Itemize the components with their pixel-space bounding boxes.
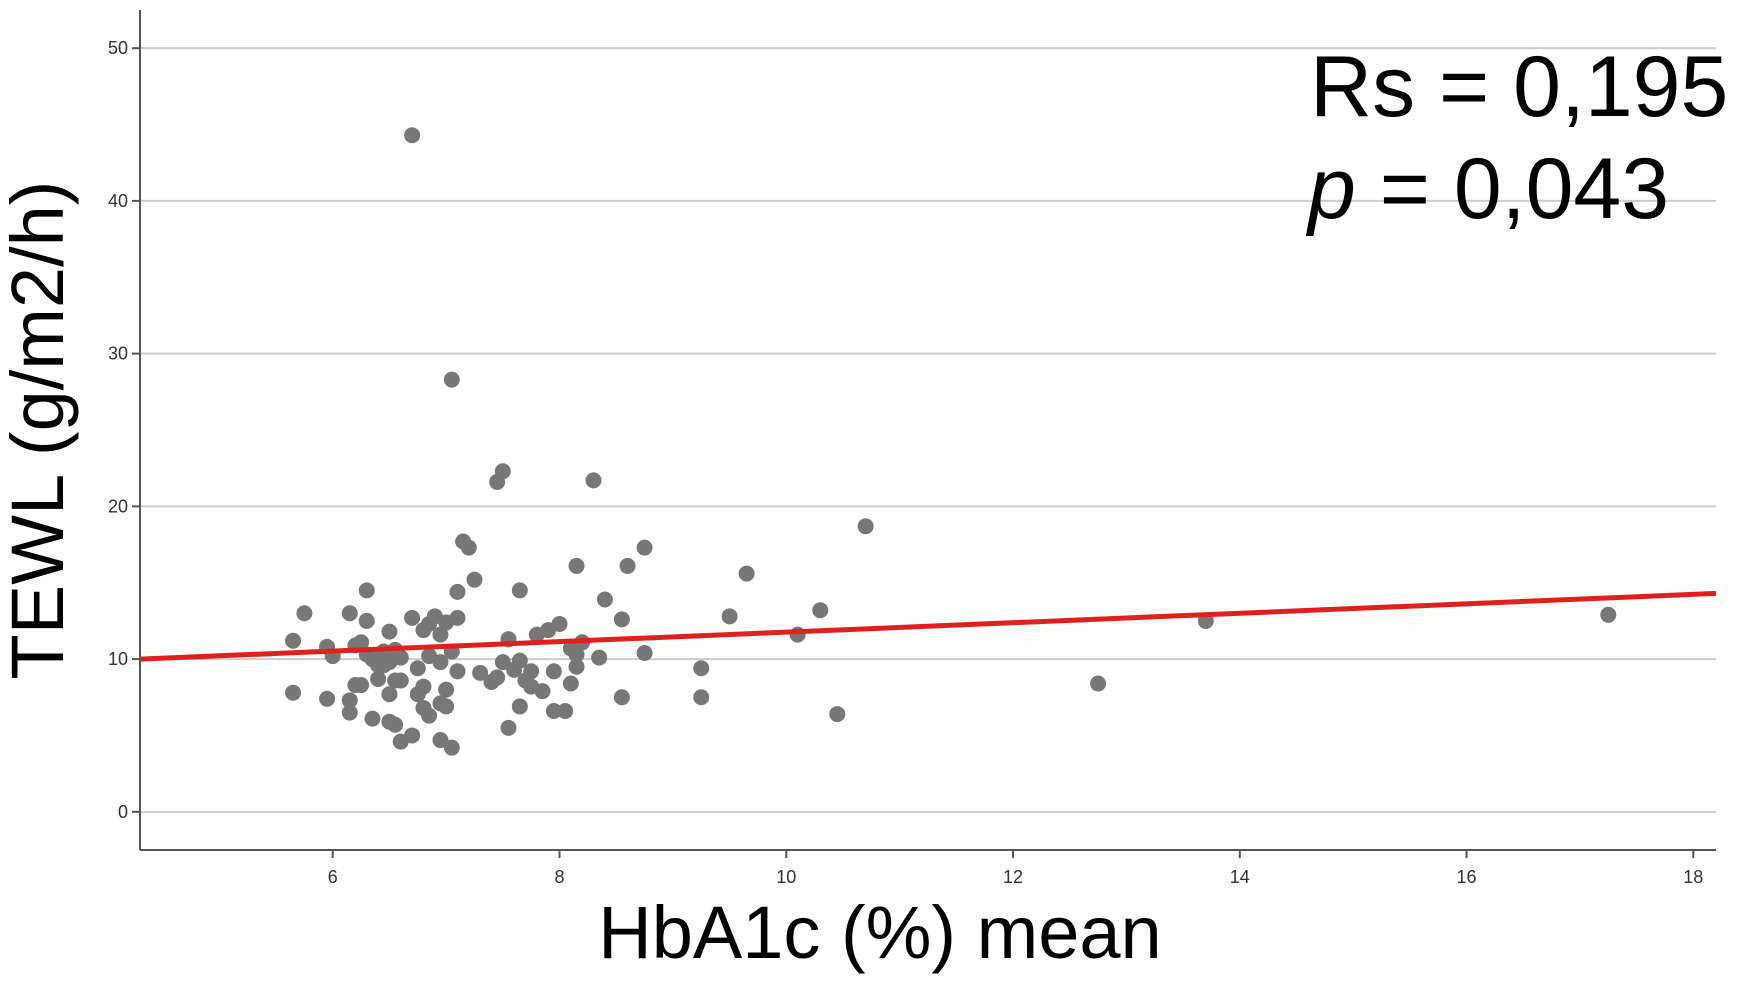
data-point: [557, 703, 574, 720]
data-point: [460, 539, 477, 556]
data-point: [829, 706, 846, 723]
data-point: [443, 371, 460, 388]
data-point: [494, 654, 511, 671]
data-point: [409, 686, 426, 703]
data-point: [341, 605, 358, 622]
p-value: = 0,043: [1356, 141, 1669, 237]
data-point: [370, 670, 387, 687]
y-tick-label: 50: [108, 38, 128, 58]
data-point: [432, 732, 449, 749]
data-point: [285, 684, 302, 701]
data-point: [387, 672, 404, 689]
data-point: [545, 703, 562, 720]
x-axis-ticks: 6 8 10 12 14 16 18: [328, 850, 1703, 887]
data-point: [568, 646, 585, 663]
x-tick-label: 6: [328, 867, 338, 887]
y-tick-label: 40: [108, 191, 128, 211]
data-point: [392, 649, 409, 666]
data-point: [483, 674, 500, 690]
data-point: [562, 675, 579, 692]
x-tick-label: 10: [776, 867, 796, 887]
data-point: [551, 615, 568, 632]
data-point: [511, 698, 528, 715]
data-point: [358, 582, 375, 599]
data-point: [511, 652, 528, 669]
data-point: [364, 710, 381, 727]
data-point: [693, 689, 710, 706]
data-point: [585, 472, 602, 489]
data-point: [591, 649, 608, 666]
data-point: [449, 583, 466, 600]
data-point: [613, 611, 630, 628]
data-point: [568, 557, 585, 574]
data-point: [438, 698, 455, 715]
data-point: [596, 591, 613, 608]
data-point: [415, 622, 432, 639]
data-point: [472, 664, 489, 681]
data-point: [738, 565, 755, 582]
data-point: [857, 518, 874, 535]
data-point: [381, 686, 398, 703]
data-point: [721, 608, 738, 625]
x-tick-label: 12: [1003, 867, 1023, 887]
x-axis-title: HbA1c (%) mean: [598, 891, 1161, 974]
data-point: [812, 602, 829, 619]
data-point: [347, 677, 364, 694]
data-point: [1090, 675, 1107, 692]
x-tick-label: 8: [555, 867, 565, 887]
y-tick-label: 0: [118, 802, 128, 822]
data-point: [381, 713, 398, 730]
p-annotation: p = 0,043: [1305, 141, 1669, 237]
data-point: [1600, 606, 1617, 623]
x-tick-label: 16: [1457, 867, 1477, 887]
data-point: [545, 663, 562, 680]
data-point: [466, 571, 483, 588]
data-point: [432, 626, 449, 643]
data-point: [341, 692, 358, 709]
y-axis-title: TEWL (g/m2/h): [0, 181, 79, 680]
data-point: [409, 660, 426, 677]
x-tick-label: 18: [1683, 867, 1703, 887]
data-point: [319, 690, 336, 707]
data-point: [375, 657, 392, 674]
x-tick-label: 14: [1230, 867, 1250, 887]
data-point: [500, 719, 517, 736]
data-point: [404, 609, 421, 626]
y-tick-label: 20: [108, 496, 128, 516]
data-point: [432, 654, 449, 671]
data-point: [511, 582, 528, 599]
data-point: [693, 660, 710, 677]
data-point: [421, 707, 438, 724]
data-point: [449, 609, 466, 626]
data-points: [285, 127, 1617, 756]
data-point: [568, 658, 585, 675]
data-point: [296, 605, 313, 622]
data-point: [613, 689, 630, 706]
data-point: [392, 733, 409, 750]
data-point: [438, 681, 455, 698]
regression-line: [139, 590, 1717, 662]
y-tick-label: 30: [108, 344, 128, 364]
data-point: [636, 539, 653, 556]
p-symbol: p: [1305, 141, 1356, 237]
data-point: [404, 127, 421, 144]
data-point: [534, 683, 551, 700]
data-point: [489, 473, 506, 490]
data-point: [285, 632, 302, 649]
y-tick-label: 10: [108, 649, 128, 669]
data-point: [619, 557, 636, 574]
data-point: [358, 612, 375, 629]
data-point: [449, 663, 466, 680]
data-point: [523, 663, 540, 680]
data-point: [381, 623, 398, 640]
data-point: [341, 704, 358, 721]
y-axis-ticks: 0 10 20 30 40 50: [108, 38, 140, 822]
data-point: [636, 644, 653, 661]
data-point: [443, 739, 460, 756]
rs-annotation: Rs = 0,195: [1310, 39, 1728, 135]
